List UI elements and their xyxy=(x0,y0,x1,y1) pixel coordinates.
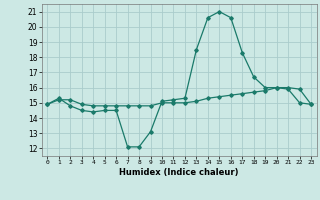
X-axis label: Humidex (Indice chaleur): Humidex (Indice chaleur) xyxy=(119,168,239,177)
